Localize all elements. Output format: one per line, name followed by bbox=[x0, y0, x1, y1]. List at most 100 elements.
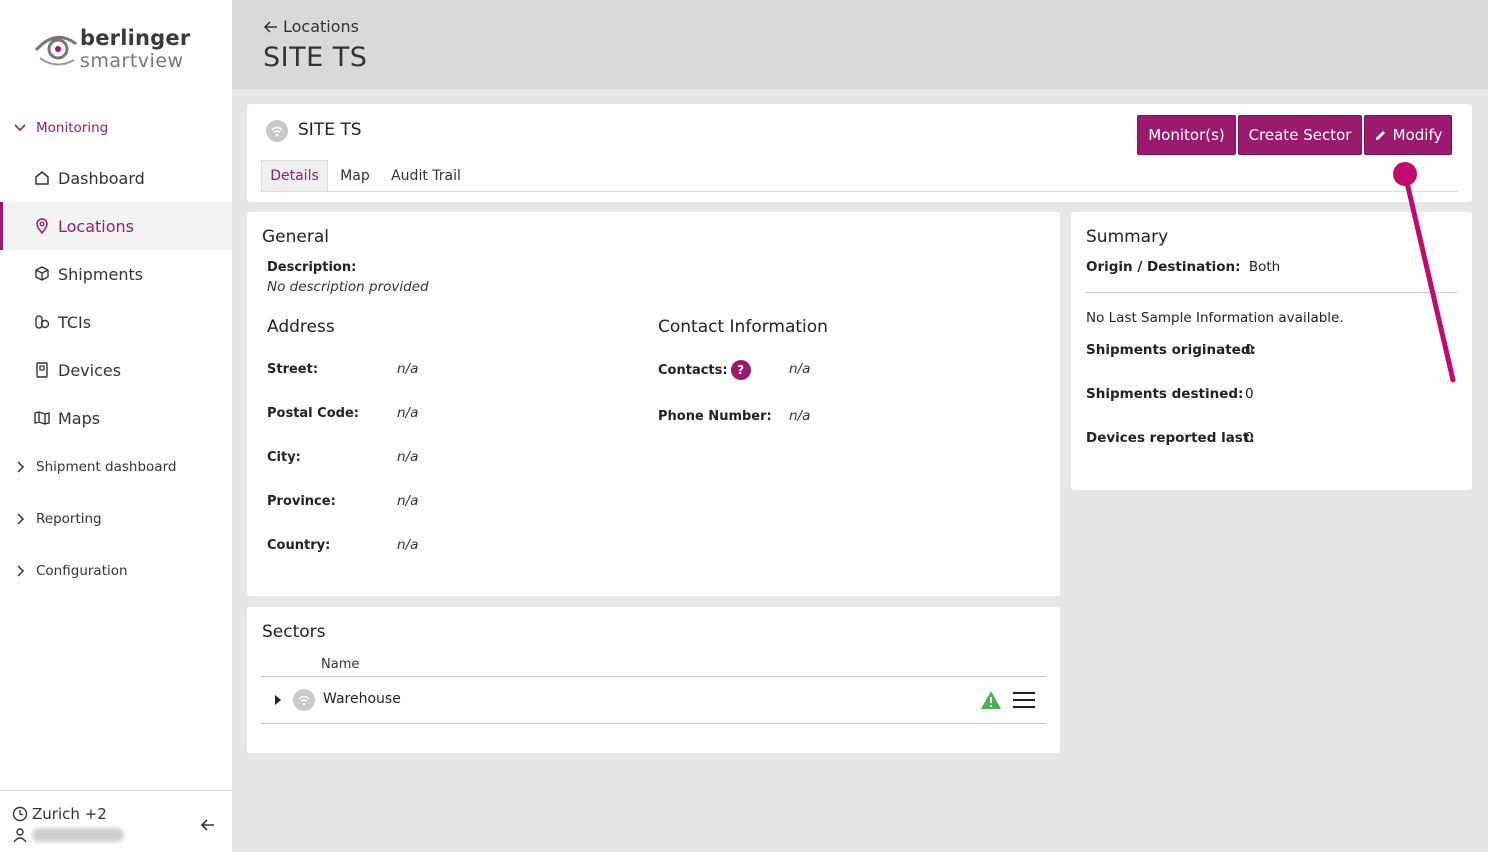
sidebar-item-maps[interactable]: Maps bbox=[0, 394, 232, 442]
table-row[interactable]: Warehouse bbox=[261, 677, 1046, 724]
monitors-button[interactable]: Monitor(s) bbox=[1137, 115, 1236, 155]
device-icon bbox=[36, 362, 48, 378]
nav-group-label: Shipment dashboard bbox=[36, 459, 177, 475]
page-title: SITE TS bbox=[263, 42, 368, 73]
sidebar-item-label: Dashboard bbox=[58, 168, 145, 188]
wifi-icon bbox=[293, 689, 315, 711]
sectors-title: Sectors bbox=[262, 622, 326, 642]
column-header-name[interactable]: Name bbox=[321, 657, 360, 672]
clock-icon bbox=[12, 806, 28, 822]
package-icon bbox=[35, 266, 49, 281]
sidebar-item-label: TCIs bbox=[58, 312, 92, 332]
divider bbox=[1086, 292, 1457, 293]
phone-label: Phone Number: bbox=[658, 409, 772, 424]
user-name-redacted bbox=[32, 828, 124, 842]
nav-group-label: Configuration bbox=[36, 563, 128, 579]
chevron-down-icon bbox=[14, 124, 26, 132]
tab-details[interactable]: Details bbox=[261, 160, 328, 191]
help-icon[interactable]: ? bbox=[730, 360, 751, 380]
berlinger-logo[interactable]: berlinger smartview bbox=[34, 26, 204, 78]
pencil-icon bbox=[1375, 130, 1385, 140]
user-display[interactable] bbox=[12, 827, 124, 843]
sidebar-item-shipments[interactable]: Shipments bbox=[0, 250, 232, 298]
sidebar-item-tcis[interactable]: TCIs bbox=[0, 298, 232, 346]
warning-icon bbox=[981, 691, 1001, 709]
page-header: Locations SITE TS bbox=[232, 0, 1488, 89]
sector-name[interactable]: Warehouse bbox=[323, 691, 401, 707]
origin-label: Origin / Destination: bbox=[1086, 259, 1241, 275]
sidebar-footer: Zurich +2 bbox=[0, 790, 232, 852]
nav-group-reporting[interactable]: Reporting bbox=[0, 504, 232, 534]
sidebar: berlinger smartview Monitoring Dashboard… bbox=[0, 0, 232, 852]
collapse-sidebar-icon[interactable] bbox=[198, 815, 218, 835]
map-icon bbox=[34, 411, 50, 425]
site-tabs: Details Map Audit Trail bbox=[261, 160, 1458, 192]
general-title: General bbox=[262, 227, 329, 247]
timezone-display[interactable]: Zurich +2 bbox=[12, 805, 107, 823]
street-label: Street: bbox=[267, 362, 319, 377]
contacts-label: Contacts: bbox=[658, 362, 728, 378]
timezone-label: Zurich +2 bbox=[32, 805, 107, 823]
shipments-destined-label: Shipments destined: bbox=[1086, 386, 1244, 402]
province-value: n/a bbox=[397, 493, 419, 509]
sectors-card: Sectors Name Warehouse bbox=[247, 607, 1060, 753]
arrow-left-icon bbox=[263, 20, 277, 33]
contacts-label-group: Contacts: ? bbox=[658, 360, 751, 380]
nav-group-label: Monitoring bbox=[36, 120, 109, 136]
street-value: n/a bbox=[397, 361, 419, 377]
user-icon bbox=[13, 828, 27, 843]
modify-button[interactable]: Modify bbox=[1364, 115, 1452, 155]
postal-code-value: n/a bbox=[397, 405, 419, 421]
sidebar-item-devices[interactable]: Devices bbox=[0, 346, 232, 394]
sidebar-item-locations[interactable]: Locations bbox=[0, 202, 232, 250]
wifi-icon bbox=[266, 120, 288, 142]
site-name: SITE TS bbox=[298, 120, 362, 140]
sidebar-item-label: Shipments bbox=[58, 264, 144, 284]
tab-audit-trail[interactable]: Audit Trail bbox=[391, 167, 461, 184]
sidebar-item-dashboard[interactable]: Dashboard bbox=[0, 154, 232, 202]
general-card: General Description: No description prov… bbox=[247, 212, 1060, 596]
address-title: Address bbox=[267, 317, 335, 337]
city-label: City: bbox=[267, 450, 301, 465]
sidebar-item-label: Locations bbox=[58, 216, 135, 236]
contacts-value: n/a bbox=[789, 361, 811, 377]
origin-value: Both bbox=[1248, 259, 1281, 275]
expand-row-icon[interactable] bbox=[273, 694, 283, 706]
summary-card: Summary Origin / Destination: Both No La… bbox=[1071, 212, 1472, 490]
devices-reported-label: Devices reported last: bbox=[1086, 430, 1255, 446]
create-sector-button[interactable]: Create Sector bbox=[1238, 115, 1362, 155]
brand-product: smartview bbox=[80, 50, 184, 72]
devices-reported-value: 0 bbox=[1245, 430, 1254, 446]
modify-button-label: Modify bbox=[1392, 126, 1443, 144]
menu-icon[interactable] bbox=[1012, 691, 1036, 709]
shipments-originated-value: 0 bbox=[1245, 342, 1254, 358]
province-label: Province: bbox=[267, 494, 336, 509]
site-header-card: SITE TS Monitor(s) Create Sector Modify … bbox=[247, 104, 1472, 202]
shipments-destined-value: 0 bbox=[1245, 386, 1254, 402]
tci-icon bbox=[35, 315, 50, 329]
contact-info-title: Contact Information bbox=[658, 317, 828, 337]
back-to-locations-link[interactable]: Locations bbox=[263, 17, 359, 36]
sidebar-item-label: Maps bbox=[58, 408, 101, 428]
description-value: No description provided bbox=[267, 279, 429, 295]
brand-name: berlinger bbox=[80, 26, 191, 50]
city-value: n/a bbox=[397, 449, 419, 465]
sidebar-item-label: Devices bbox=[58, 360, 122, 380]
location-pin-icon bbox=[36, 218, 48, 235]
nav-group-configuration[interactable]: Configuration bbox=[0, 556, 232, 586]
eye-logo-icon bbox=[34, 35, 77, 66]
nav-group-shipment-dashboard[interactable]: Shipment dashboard bbox=[0, 452, 232, 482]
sectors-table-header: Name bbox=[261, 657, 1046, 677]
no-sample-text: No Last Sample Information available. bbox=[1086, 310, 1344, 326]
phone-value: n/a bbox=[789, 408, 811, 424]
home-icon bbox=[35, 171, 49, 185]
shipments-originated-label: Shipments originated: bbox=[1086, 342, 1256, 358]
summary-title: Summary bbox=[1086, 227, 1169, 247]
description-label: Description: bbox=[267, 260, 357, 275]
chevron-right-icon bbox=[17, 565, 25, 577]
nav-group-monitoring[interactable]: Monitoring bbox=[0, 113, 232, 143]
chevron-right-icon bbox=[17, 461, 25, 473]
back-link-label: Locations bbox=[283, 17, 360, 36]
postal-code-label: Postal Code: bbox=[267, 406, 359, 421]
tab-map[interactable]: Map bbox=[340, 167, 370, 184]
